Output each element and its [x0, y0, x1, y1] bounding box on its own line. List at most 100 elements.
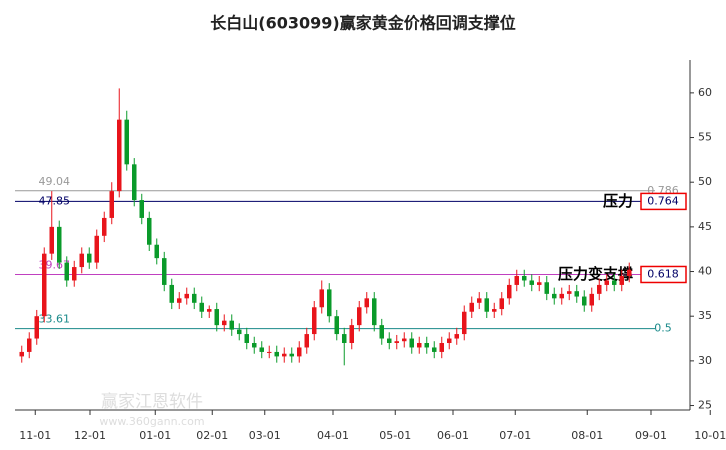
level-price: 49.04 — [39, 175, 71, 188]
level-ratio: 0.618 — [647, 267, 679, 280]
y-tick-label: 30 — [698, 354, 712, 367]
candle-body — [522, 276, 527, 281]
candle-body — [327, 289, 332, 317]
candle-body — [49, 226, 54, 254]
candle-body — [582, 296, 587, 306]
candle-body — [447, 338, 452, 343]
candle-body — [184, 293, 189, 299]
candle-body — [552, 293, 557, 299]
level-annotation: 压力 — [603, 192, 633, 210]
candle-body — [409, 338, 414, 348]
x-tick-label: 06-01 — [437, 429, 469, 442]
watermark-url: www.360gann.com — [99, 415, 204, 428]
x-tick-label: 09-01 — [635, 429, 667, 442]
candle-body — [454, 334, 459, 339]
y-tick-label: 55 — [698, 131, 712, 144]
candle-body — [364, 298, 369, 308]
x-tick-label: 12-01 — [74, 429, 106, 442]
x-tick-label: 03-01 — [249, 429, 281, 442]
level-ratio: 0.5 — [654, 322, 672, 335]
candle-body — [304, 334, 309, 348]
candle-body — [627, 269, 632, 276]
candle-body — [387, 338, 392, 343]
candle-body — [334, 316, 339, 335]
candle-body — [559, 293, 564, 299]
candle-body — [274, 351, 279, 357]
x-tick-label: 07-01 — [499, 429, 531, 442]
candle-body — [27, 338, 32, 352]
y-tick-label: 60 — [698, 86, 712, 99]
candle-body — [34, 316, 39, 339]
candle-body — [372, 298, 377, 326]
x-tick-label: 08-01 — [571, 429, 603, 442]
candle-body — [469, 302, 474, 312]
candle-body — [537, 282, 542, 285]
candle-body — [229, 320, 234, 330]
candle-body — [619, 276, 624, 285]
candle-body — [349, 325, 354, 343]
candle-body — [432, 347, 437, 352]
candle-body — [297, 347, 302, 357]
candle-body — [567, 291, 572, 294]
candle-body — [102, 217, 107, 236]
candle-body — [282, 353, 287, 357]
candle-body — [94, 235, 99, 263]
candle-body — [139, 200, 144, 218]
candle-body — [42, 253, 47, 317]
x-tick-label: 01-01 — [139, 429, 171, 442]
candle-body — [289, 353, 294, 357]
candle-body — [394, 341, 399, 343]
y-tick-label: 25 — [698, 399, 712, 412]
candle-body — [19, 351, 24, 357]
candle-body — [507, 284, 512, 299]
candle-body — [267, 351, 272, 353]
candle-body — [109, 191, 114, 218]
candle-body — [312, 307, 317, 335]
level-box — [640, 192, 687, 211]
watermark: 赢家江恩软件 — [101, 392, 203, 412]
y-tick-label: 45 — [698, 220, 712, 233]
candle-body — [64, 262, 69, 281]
candle-body — [379, 325, 384, 339]
x-tick-label: 10-01 — [694, 429, 726, 442]
candle-body — [357, 307, 362, 326]
candle-body — [177, 298, 182, 303]
level-box — [640, 265, 687, 284]
y-tick-label: 40 — [698, 265, 712, 278]
candle-body — [57, 226, 62, 263]
candle-body — [544, 282, 549, 294]
candle-body — [147, 217, 152, 245]
candle-body — [244, 334, 249, 343]
candle-body — [222, 320, 227, 326]
candle-body — [162, 258, 167, 285]
level-price: 47.85 — [39, 194, 71, 207]
candle-body — [132, 164, 137, 201]
candle-body — [192, 293, 197, 303]
chart-title: 长白山(603099)赢家黄金价格回调支撑位 — [210, 14, 515, 33]
candle-body — [477, 298, 482, 303]
candle-body — [484, 298, 489, 312]
candle-body — [439, 343, 444, 352]
candle-body — [417, 343, 422, 348]
candle-body — [319, 289, 324, 308]
candle-body — [117, 119, 122, 192]
candle-body — [574, 291, 579, 297]
candle-body — [207, 309, 212, 312]
x-tick-label: 02-01 — [196, 429, 228, 442]
candle-body — [169, 284, 174, 303]
y-tick-label: 50 — [698, 175, 712, 188]
candle-body — [214, 309, 219, 326]
candle-body — [237, 329, 242, 335]
candle-body — [124, 119, 129, 165]
candle-body — [529, 280, 534, 285]
candle-body — [402, 338, 407, 342]
candle-body — [589, 293, 594, 306]
candle-body — [604, 280, 609, 285]
candle-body — [612, 280, 617, 285]
candle-body — [199, 302, 204, 312]
candle-body — [252, 343, 257, 348]
candle-body — [462, 311, 467, 335]
x-tick-label: 05-01 — [379, 429, 411, 442]
candle-body — [424, 343, 429, 348]
